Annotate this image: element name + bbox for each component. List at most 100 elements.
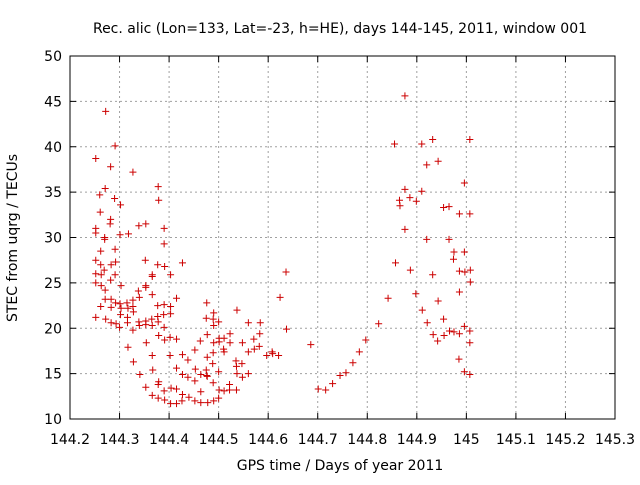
data-point (455, 267, 463, 275)
data-point (100, 266, 108, 274)
data-point (148, 315, 156, 323)
data-point (117, 311, 125, 319)
data-point (173, 335, 181, 343)
data-point (191, 365, 199, 373)
data-point (275, 351, 283, 359)
data-point (434, 157, 442, 165)
data-point (111, 245, 119, 253)
data-point (129, 308, 137, 316)
data-point (161, 396, 169, 404)
data-point (220, 348, 228, 356)
data-point (107, 295, 115, 303)
data-point (173, 364, 181, 372)
data-point (142, 383, 150, 391)
y-tick-label: 10 (44, 412, 62, 428)
data-point (135, 322, 143, 330)
data-point (97, 247, 105, 255)
x-tick-label: 145 (453, 432, 480, 448)
data-point (232, 362, 240, 370)
data-point (384, 294, 392, 302)
data-point (173, 385, 181, 393)
data-point (460, 368, 468, 376)
data-point (203, 372, 211, 380)
data-point (123, 299, 131, 307)
data-point (167, 310, 175, 318)
data-point (418, 187, 426, 195)
data-point (178, 259, 186, 267)
data-point (92, 279, 100, 287)
data-point (116, 323, 124, 331)
data-point (209, 349, 217, 357)
data-point (191, 377, 199, 385)
x-tick-label: 144.3 (99, 432, 139, 448)
data-point (466, 135, 474, 143)
y-tick-label: 15 (44, 367, 62, 383)
x-tick-label: 144.2 (50, 432, 90, 448)
data-point (445, 203, 453, 211)
data-point (455, 330, 463, 338)
data-point (97, 282, 105, 290)
data-point (244, 370, 252, 378)
y-tick-label: 40 (44, 140, 62, 156)
data-point (203, 353, 211, 361)
data-point (154, 183, 162, 191)
data-point (97, 261, 105, 269)
data-point (209, 315, 217, 323)
y-axis-label: STEC from uqrg / TECUs (5, 154, 21, 322)
data-point (269, 350, 277, 358)
data-point (166, 333, 174, 341)
data-point (203, 331, 211, 339)
data-point (466, 210, 474, 218)
data-point (460, 179, 468, 187)
data-point (392, 259, 400, 267)
data-point (450, 248, 458, 256)
y-tick-label: 25 (44, 276, 62, 292)
data-point (455, 355, 463, 363)
data-point (215, 386, 223, 394)
data-point (102, 107, 110, 115)
y-tick-label: 45 (44, 94, 62, 110)
data-point (244, 319, 252, 327)
data-point (92, 229, 100, 237)
data-point (355, 348, 363, 356)
data-point (97, 302, 105, 310)
data-point (226, 339, 234, 347)
data-point (466, 266, 474, 274)
data-point (148, 351, 156, 359)
data-point (460, 322, 468, 330)
data-point (440, 315, 448, 323)
data-point (429, 271, 437, 279)
data-point (434, 297, 442, 305)
data-point (160, 387, 168, 395)
data-point (455, 288, 463, 296)
data-point (155, 332, 163, 340)
data-point (322, 386, 330, 394)
data-point (418, 306, 426, 314)
data-point (154, 302, 162, 310)
data-point (196, 337, 204, 345)
data-point (111, 271, 119, 279)
data-point (129, 168, 137, 176)
data-point (173, 400, 181, 408)
data-point (129, 296, 137, 304)
data-point (96, 208, 104, 216)
data-point (449, 255, 457, 263)
data-point (148, 273, 156, 281)
data-point (460, 248, 468, 256)
data-point (429, 331, 437, 339)
data-point (116, 231, 124, 239)
data-point (142, 220, 150, 228)
data-point (440, 332, 448, 340)
data-point (412, 197, 420, 205)
data-points (92, 92, 474, 408)
data-point (238, 360, 246, 368)
data-point (117, 304, 125, 312)
y-tick-label: 20 (44, 321, 62, 337)
grid-lines (70, 56, 615, 419)
axis-ticks: 144.2 144.3 144.4 144.5 144.6 144.7 144.8 144.9… (44, 49, 635, 448)
data-point (92, 313, 100, 321)
data-point (129, 358, 137, 366)
data-point (210, 339, 218, 347)
data-point (220, 334, 228, 342)
